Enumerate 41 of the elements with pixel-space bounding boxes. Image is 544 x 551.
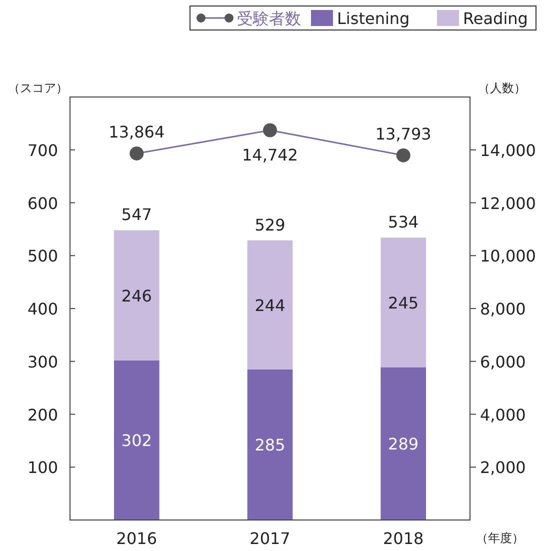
y-tick-label: 200 — [27, 405, 58, 424]
y2-tick-label: 12,000 — [480, 194, 536, 213]
total-label: 529 — [254, 215, 286, 234]
data-label: 246 — [121, 286, 152, 306]
bar — [247, 240, 293, 370]
y-tick-label: 400 — [27, 300, 58, 318]
y-tick-label: 100 — [27, 458, 58, 478]
bar — [114, 230, 160, 360]
y2-axis-title: （人数） — [478, 81, 526, 95]
y2-tick-label: 6,000 — [480, 352, 526, 372]
x-tick-label: 2018 — [382, 529, 424, 548]
data-label: 302 — [121, 431, 152, 450]
data-label: 14,742 — [242, 145, 298, 164]
legend-label: Reading — [463, 9, 528, 28]
data-label: 245 — [388, 293, 419, 312]
bar — [380, 238, 426, 368]
y-tick-label: 300 — [27, 352, 58, 372]
y2-tick-label: 4,000 — [480, 405, 526, 424]
data-label: 285 — [254, 436, 286, 455]
legend-label: 受験者数 — [237, 9, 301, 28]
data-label: 13,793 — [375, 124, 432, 144]
legend-label: Listening — [337, 9, 410, 28]
x-tick-label: 2017 — [250, 529, 290, 548]
bar — [380, 367, 426, 520]
y-tick-label: 500 — [27, 246, 58, 266]
y-axis-title: （スコア） — [8, 81, 68, 95]
total-label: 534 — [388, 212, 419, 232]
y2-tick-label: 8,000 — [480, 300, 526, 318]
y2-tick-label: 14,000 — [480, 140, 536, 160]
y-tick-label: 600 — [27, 194, 58, 213]
bar — [247, 369, 293, 520]
data-label: 289 — [388, 434, 419, 454]
total-label: 547 — [121, 205, 152, 224]
data-label: 13,864 — [108, 122, 165, 142]
y2-tick-label: 2,000 — [480, 458, 526, 478]
data-label: 244 — [254, 296, 286, 315]
x-axis-title: （年度） — [476, 531, 524, 545]
x-tick-label: 2016 — [116, 529, 158, 548]
y-tick-label: 700 — [27, 140, 58, 160]
bar — [114, 360, 160, 520]
y2-tick-label: 10,000 — [480, 246, 536, 266]
